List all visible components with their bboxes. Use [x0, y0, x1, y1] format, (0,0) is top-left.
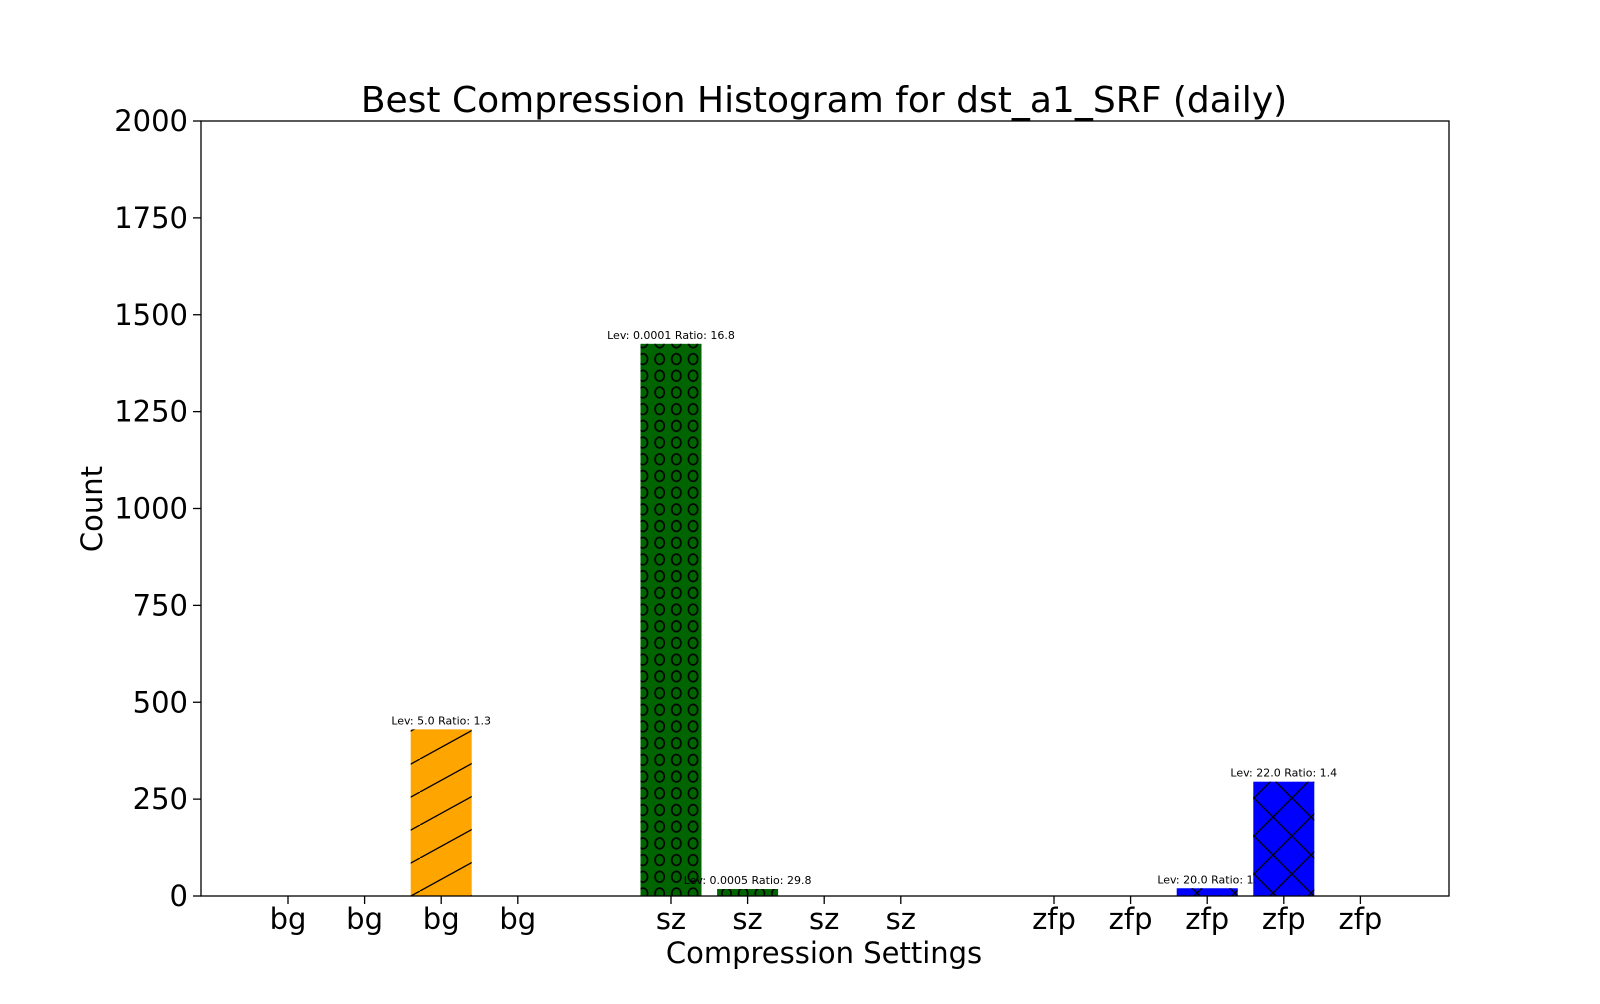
x-axis: bg bg bg bg sz sz sz sz zfp zfp zfp zfp zfp [270, 896, 1382, 936]
annotations-group: Lev: 5.0 Ratio: 1.3 Lev: 0.0001 Ratio: 16… [391, 329, 1337, 887]
y-axis-label: Count [75, 466, 109, 552]
x-tick-label: zfp [1338, 902, 1382, 936]
chart-title: Best Compression Histogram for dst_a1_SR… [361, 80, 1287, 121]
bar-hatch-sz [640, 343, 702, 896]
bar-hatch-bg [410, 729, 472, 896]
y-tick-label: 1750 [114, 201, 188, 235]
x-tick-label: sz [886, 902, 916, 936]
bar-annotation: Lev: 0.0005 Ratio: 29.8 [684, 874, 812, 887]
x-tick-label: bg [423, 902, 460, 936]
x-tick-label: bg [270, 902, 307, 936]
bar-hatch-zfp [1176, 888, 1238, 896]
bar-hatch-zfp [1253, 781, 1315, 896]
x-tick-label: bg [499, 902, 536, 936]
y-tick-label: 1000 [114, 492, 188, 526]
y-tick-label: 1500 [114, 298, 188, 332]
x-tick-label: zfp [1032, 902, 1076, 936]
bar-annotation: Lev: 0.0001 Ratio: 16.8 [607, 329, 735, 342]
bar-annotation: Lev: 22.0 Ratio: 1.4 [1230, 767, 1337, 780]
y-tick-label: 2000 [114, 104, 188, 138]
y-tick-label: 250 [133, 782, 188, 816]
x-tick-label: zfp [1262, 902, 1306, 936]
y-tick-label: 0 [170, 879, 188, 913]
x-tick-label: bg [346, 902, 383, 936]
bar-hatch-sz [717, 889, 779, 896]
plot-frame [200, 120, 1450, 897]
x-tick-label: sz [656, 902, 686, 936]
bars-group [410, 343, 1315, 896]
y-tick-label: 500 [133, 685, 188, 719]
x-tick-label: zfp [1109, 902, 1153, 936]
x-tick-label: sz [732, 902, 762, 936]
y-tick-label: 750 [133, 588, 188, 622]
x-tick-label: sz [809, 902, 839, 936]
bar-annotation: Lev: 20.0 Ratio: 1. [1157, 873, 1257, 886]
x-axis-label: Compression Settings [666, 936, 982, 970]
y-tick-label: 1250 [114, 395, 188, 429]
x-tick-label: zfp [1185, 902, 1229, 936]
y-axis: 0 250 500 750 1000 1250 1500 1750 2000 [114, 104, 201, 913]
bar-annotation: Lev: 5.0 Ratio: 1.3 [391, 714, 491, 727]
